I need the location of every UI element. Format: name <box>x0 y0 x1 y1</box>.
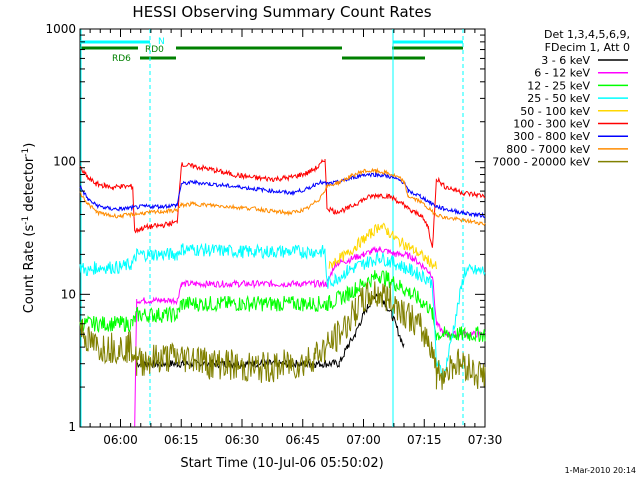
y-tick-label: 1 <box>68 420 76 434</box>
attenuator-label: N <box>158 37 165 47</box>
x-tick-label: 07:00 <box>346 433 381 447</box>
y-tick-label: 10 <box>61 287 76 301</box>
legend-label: 3 - 6 keV <box>541 54 590 67</box>
series-line <box>79 281 486 390</box>
saa-label-2: RD6 <box>112 54 131 64</box>
axis-layer: 06:00 06:15 06:30 06:45 07:00 07:15 07:30 1 10 10… <box>45 22 502 447</box>
y-tick-label: 100 <box>53 155 76 169</box>
series-line <box>79 172 486 219</box>
series-layer <box>79 158 486 427</box>
x-tick-label: 06:15 <box>164 433 199 447</box>
legend-header-1: Det 1,3,4,5,6,9, <box>544 28 630 41</box>
x-tick-label: 07:30 <box>468 433 503 447</box>
series-line <box>134 245 486 427</box>
legend-label: 100 - 300 keV <box>513 118 590 131</box>
x-tick-label: 06:45 <box>285 433 320 447</box>
chart-title: HESSI Observing Summary Count Rates <box>132 3 431 21</box>
saa-label-1: RD0 <box>145 45 164 55</box>
series-line <box>328 222 437 270</box>
series-line <box>79 242 486 382</box>
x-tick-label: 07:15 <box>407 433 442 447</box>
legend-label: 300 - 800 keV <box>513 130 590 143</box>
series-line <box>79 167 486 227</box>
legend: Det 1,3,4,5,6,9, FDecim 1, Att 0 3 - 6 k… <box>492 28 630 169</box>
legend-label: 50 - 100 keV <box>520 105 590 118</box>
legend-label: 7000 - 20000 keV <box>492 156 590 169</box>
x-tick-label: 06:30 <box>225 433 260 447</box>
x-axis-label: Start Time (10-Jul-06 05:50:02) <box>180 456 383 471</box>
timestamp: 1-Mar-2010 20:14 <box>565 466 636 475</box>
x-tick-label: 06:00 <box>103 433 138 447</box>
y-tick-label: 1000 <box>45 22 76 36</box>
legend-header-2: FDecim 1, Att 0 <box>545 41 630 54</box>
legend-label: 12 - 25 keV <box>527 79 590 92</box>
series-line <box>79 270 486 343</box>
legend-label: 6 - 12 keV <box>534 67 590 80</box>
series-line <box>79 158 486 248</box>
legend-label: 800 - 7000 keV <box>506 143 590 156</box>
y-axis-label: Count Rate (s-1 detector-1) <box>21 143 37 314</box>
legend-label: 25 - 50 keV <box>527 92 590 105</box>
